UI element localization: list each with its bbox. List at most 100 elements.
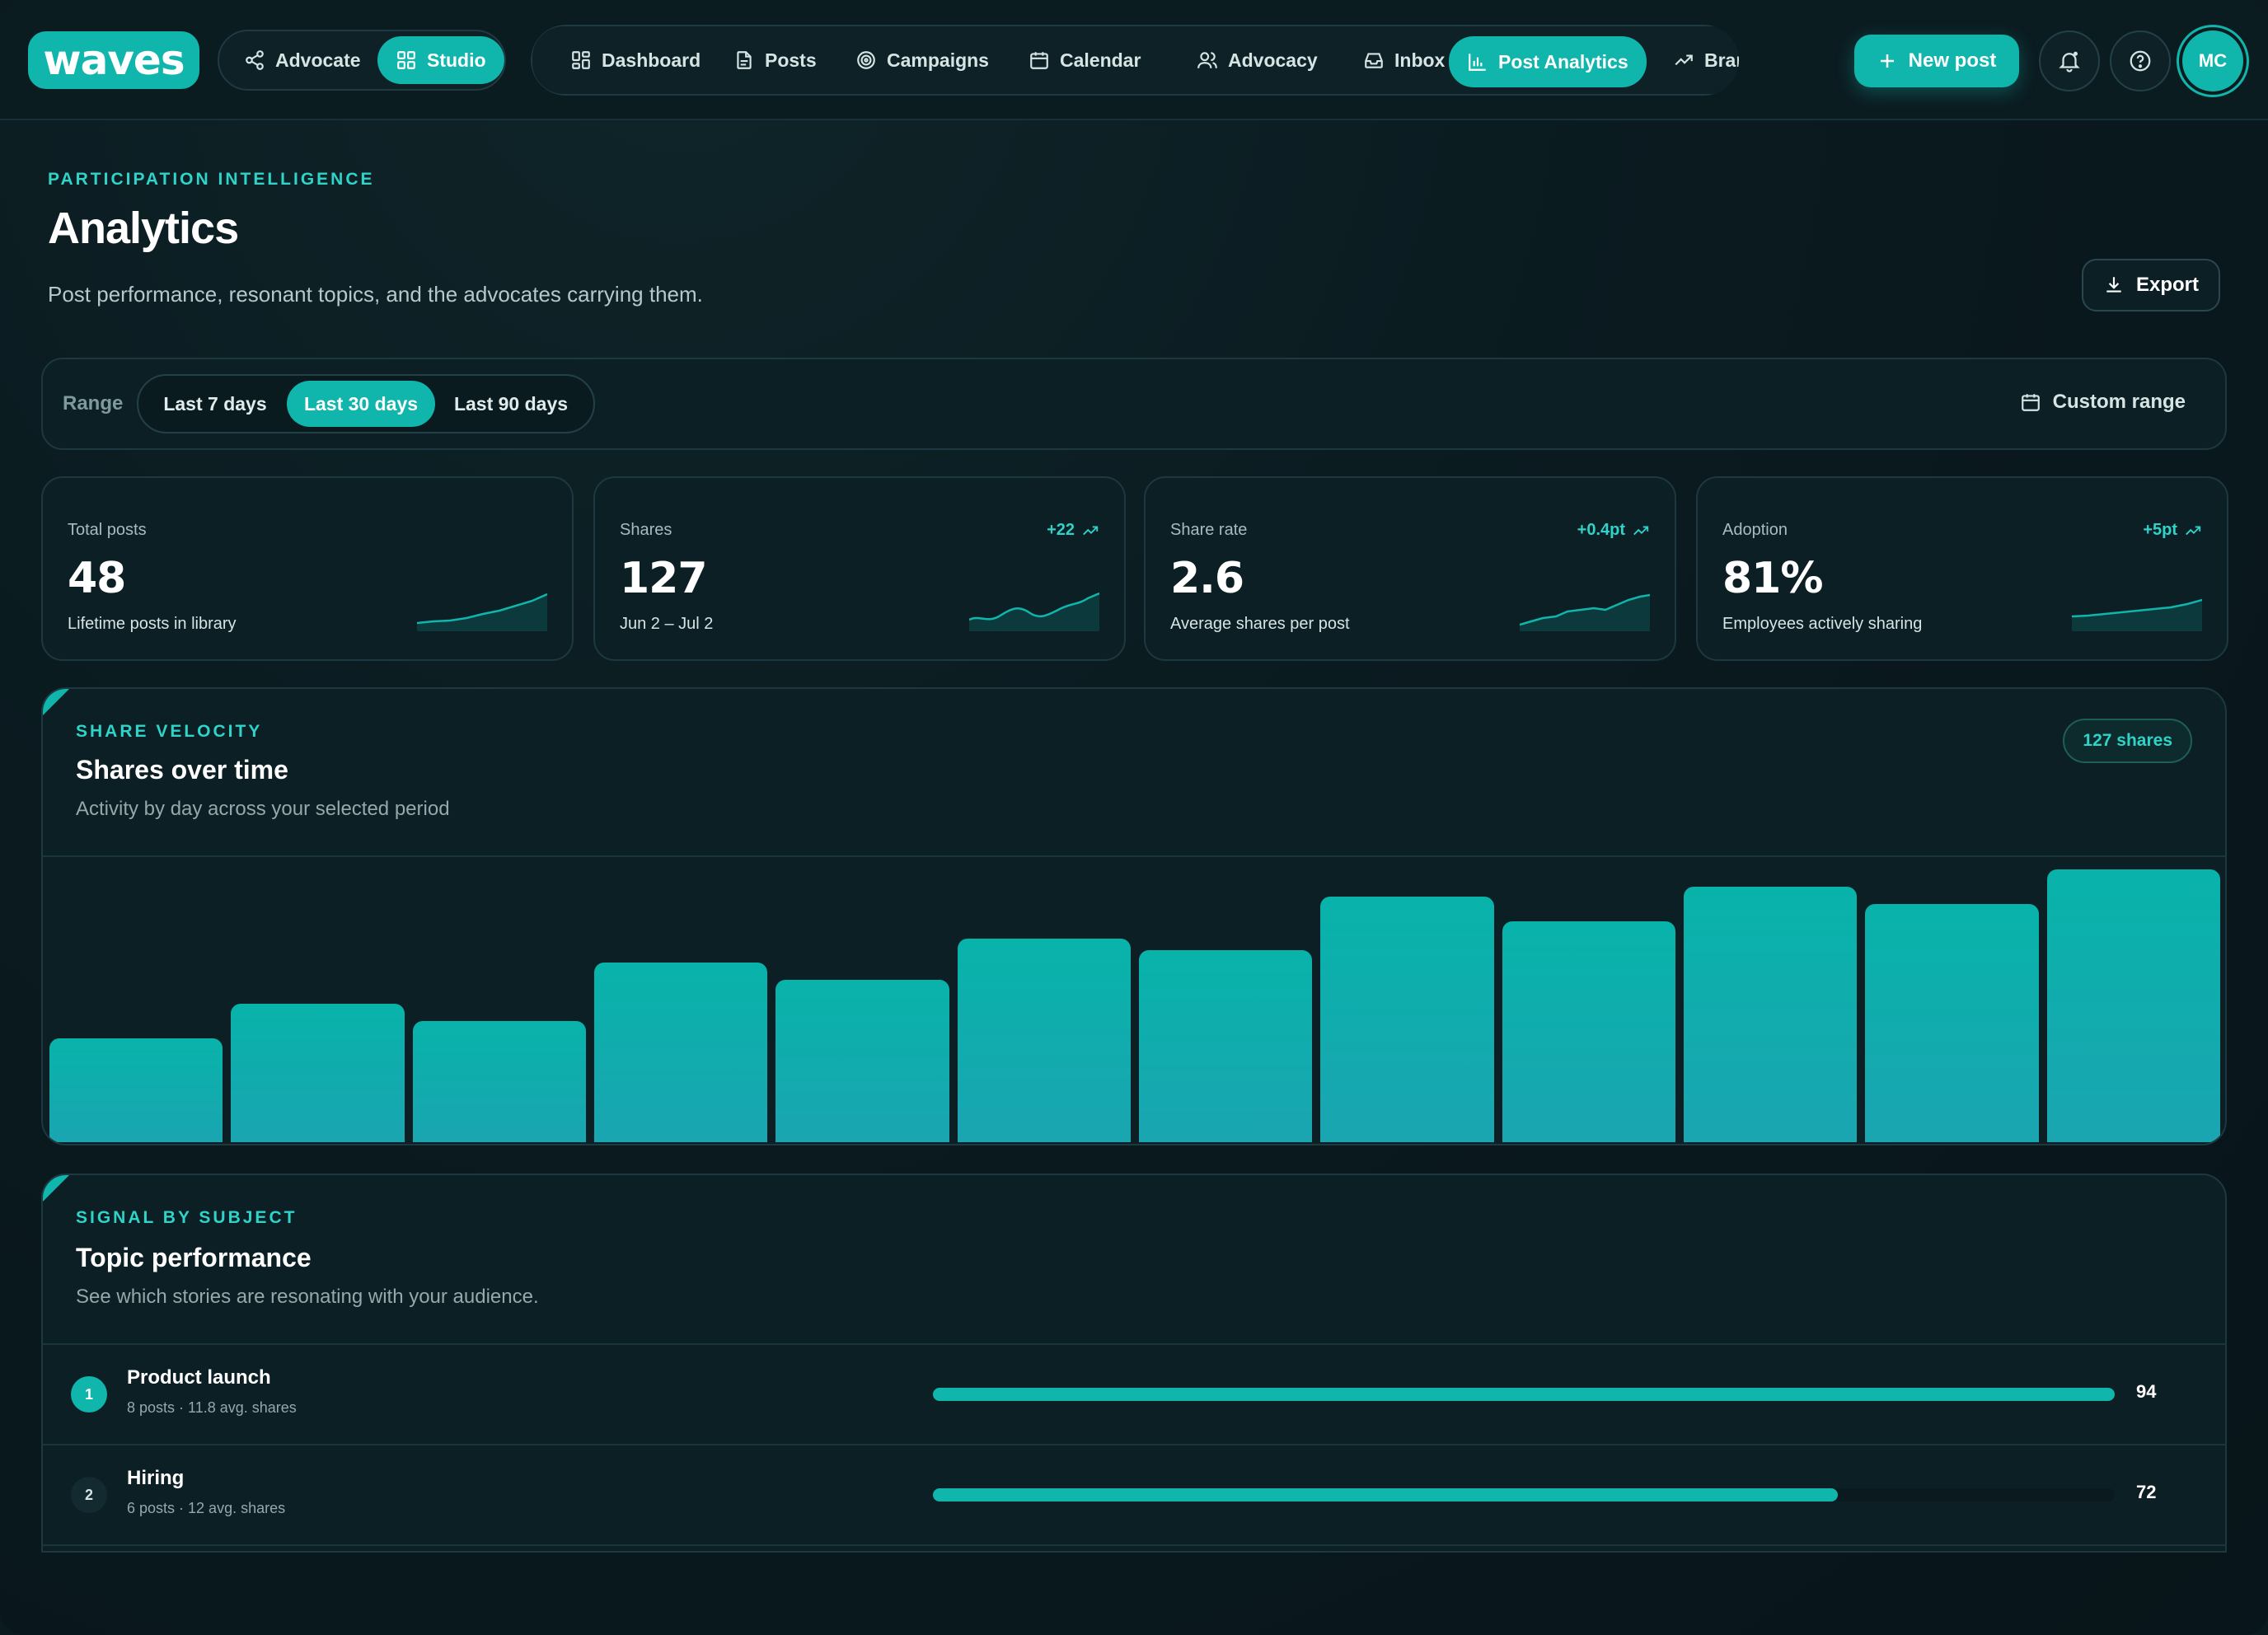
range-filter-bar: Range Last 7 days Last 30 days Last 90 d… — [41, 358, 2227, 450]
sparkline — [417, 593, 547, 631]
sparkline — [2072, 598, 2202, 631]
page-title: Analytics — [48, 204, 239, 253]
workspace-studio-label: Studio — [427, 49, 486, 71]
nav-brand[interactable]: Brand — [1655, 36, 1739, 84]
topic-name: Product launch — [127, 1366, 271, 1389]
trend-up-icon — [1675, 54, 1693, 66]
inbox-icon — [1365, 53, 1383, 68]
document-icon — [737, 51, 752, 69]
download-icon — [2106, 277, 2121, 293]
grid-icon — [397, 51, 415, 69]
corner-accent — [43, 1175, 69, 1202]
chart-bar[interactable] — [1139, 950, 1313, 1142]
stat-value: 2.6 — [1170, 554, 1244, 603]
stat-value: 48 — [68, 554, 126, 603]
share-nodes-icon — [246, 50, 264, 70]
stat-note: Lifetime posts in library — [68, 615, 237, 633]
nav-campaigns[interactable]: Campaigns — [837, 36, 1007, 84]
rank-badge: 1 — [71, 1376, 107, 1412]
stat-label: Share rate — [1170, 521, 1248, 539]
chart-bar[interactable] — [49, 1038, 223, 1142]
stat-note: Employees actively sharing — [1722, 615, 1923, 633]
stat-note: Jun 2 – Jul 2 — [620, 615, 714, 633]
nav-dashboard-label: Dashboard — [602, 49, 701, 71]
chart-bar[interactable] — [231, 1004, 405, 1142]
custom-range-label: Custom range — [2052, 391, 2186, 413]
stat-value: 127 — [620, 554, 708, 603]
stat-delta: +0.4pt — [1577, 521, 1650, 540]
page-eyebrow: PARTICIPATION INTELLIGENCE — [48, 170, 375, 189]
stat-delta: +22 — [1047, 521, 1099, 540]
sparkline — [969, 592, 1099, 631]
custom-range-button[interactable]: Custom range — [2020, 391, 2186, 414]
nav-dashboard[interactable]: Dashboard — [552, 36, 719, 84]
nav-calendar-label: Calendar — [1060, 49, 1141, 71]
nav-inbox-label: Inbox — [1394, 49, 1446, 71]
chart-bar[interactable] — [1320, 897, 1494, 1142]
workspace-advocate[interactable]: Advocate — [226, 36, 379, 84]
stat-card-adoption: Adoption 81% Employees actively sharing … — [1696, 476, 2228, 661]
main-nav: Dashboard Posts Campaigns Calendar Advoc… — [531, 25, 1739, 96]
stat-value: 81% — [1722, 554, 1823, 603]
chart-bar[interactable] — [1502, 921, 1675, 1142]
share-velocity-panel: SHARE VELOCITY Shares over time Activity… — [41, 687, 2227, 1145]
chart-bar[interactable] — [776, 979, 949, 1142]
topic-score: 72 — [2136, 1482, 2157, 1502]
bar-chart — [49, 857, 2220, 1142]
range-option-30-days[interactable]: Last 30 days — [287, 381, 435, 427]
main-nav-track: Dashboard Posts Campaigns Calendar Advoc… — [531, 25, 1739, 96]
stat-label: Adoption — [1722, 521, 1788, 539]
topics-title: Topic performance — [76, 1243, 312, 1272]
topic-meta: 6 posts · 12 avg. shares — [127, 1500, 286, 1516]
avatar[interactable]: MC — [2182, 30, 2243, 91]
workspace-studio[interactable]: Studio — [377, 36, 504, 84]
nav-inbox[interactable]: Inbox — [1345, 36, 1463, 84]
chart-bar[interactable] — [1865, 903, 2039, 1142]
help-button[interactable] — [2110, 30, 2171, 91]
nav-post-analytics[interactable]: Post Analytics — [1449, 36, 1647, 87]
range-label: Range — [63, 392, 124, 415]
new-post-button[interactable]: New post — [1854, 35, 2019, 87]
rank-badge: 2 — [71, 1477, 107, 1513]
nav-calendar[interactable]: Calendar — [1010, 36, 1159, 84]
stat-delta: +5pt — [2143, 521, 2202, 540]
brand-logo[interactable]: waves — [28, 31, 199, 89]
velocity-title: Shares over time — [76, 755, 288, 785]
shares-count-badge: 127 shares — [2063, 719, 2192, 763]
trend-up-icon — [1633, 526, 1649, 535]
export-button[interactable]: Export — [2082, 259, 2220, 312]
notifications-button[interactable] — [2039, 30, 2100, 91]
stat-card-total-posts: Total posts 48 Lifetime posts in library — [41, 476, 574, 661]
range-segmented-control: Last 7 days Last 30 days Last 90 days — [137, 374, 595, 433]
workspace-advocate-label: Advocate — [275, 49, 361, 71]
trend-up-icon — [2186, 526, 2201, 535]
bar-chart-icon — [1469, 54, 1486, 71]
nav-post-analytics-label: Post Analytics — [1498, 50, 1628, 73]
range-option-7-days[interactable]: Last 7 days — [163, 392, 267, 415]
chart-bar[interactable] — [2046, 869, 2220, 1142]
nav-posts[interactable]: Posts — [715, 36, 835, 84]
topic-name: Hiring — [127, 1467, 185, 1489]
range-option-90-days[interactable]: Last 90 days — [453, 392, 569, 415]
stat-delta-value: +0.4pt — [1577, 521, 1625, 539]
bell-icon — [2059, 51, 2080, 73]
calendar-icon — [2021, 394, 2040, 411]
sparkline — [1520, 593, 1650, 631]
chart-bar[interactable] — [1684, 886, 1858, 1142]
topic-row[interactable]: 1 Product launch 8 posts · 11.8 avg. sha… — [43, 1345, 2225, 1444]
nav-campaigns-label: Campaigns — [887, 49, 989, 71]
nav-advocacy[interactable]: Advocacy — [1179, 36, 1336, 84]
topics-eyebrow: SIGNAL BY SUBJECT — [76, 1208, 298, 1227]
stat-card-shares: Shares 127 Jun 2 – Jul 2 +22 — [593, 476, 1126, 661]
chart-bar[interactable] — [957, 938, 1131, 1142]
row-divider — [43, 1544, 2225, 1546]
chart-bar[interactable] — [412, 1021, 586, 1142]
velocity-eyebrow: SHARE VELOCITY — [76, 722, 263, 741]
topics-subtitle: See which stories are resonating with yo… — [76, 1286, 539, 1308]
trend-up-icon — [1083, 526, 1099, 535]
topic-score-track — [933, 1388, 2115, 1401]
topic-meta: 8 posts · 11.8 avg. shares — [127, 1399, 297, 1416]
chart-bar[interactable] — [594, 962, 768, 1142]
topic-row[interactable]: 2 Hiring 6 posts · 12 avg. shares 72 — [43, 1445, 2225, 1544]
